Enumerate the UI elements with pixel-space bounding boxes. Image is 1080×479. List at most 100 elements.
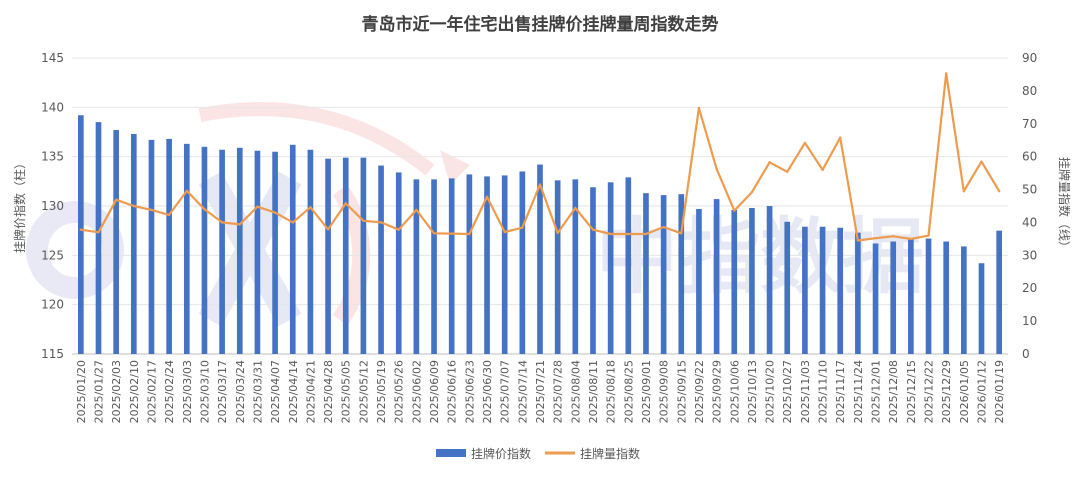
- line-point: [997, 190, 1001, 193]
- line-point: [415, 208, 418, 212]
- x-tick-label: 2025/02/24: [163, 360, 176, 423]
- right-tick-label: 0: [1022, 347, 1030, 361]
- watermark-text: 中指数据: [596, 210, 924, 305]
- line-point: [291, 221, 294, 224]
- x-tick-label: 2025/06/23: [463, 360, 476, 423]
- x-tick-label: 2025/09/01: [640, 360, 653, 423]
- x-tick-label: 2025/09/15: [675, 360, 688, 423]
- x-tick-label: 2025/03/24: [234, 360, 247, 423]
- right-axis-ticks: 0 10 20 30 40 50 60 70 80 90: [1022, 51, 1037, 361]
- x-tick-label: 2025/04/07: [269, 360, 282, 423]
- line-point: [79, 228, 83, 231]
- line-point: [503, 230, 506, 234]
- x-tick-label: 2025/10/13: [746, 360, 759, 423]
- legend-label-bar: 挂牌价指数: [471, 446, 531, 461]
- bar: [819, 226, 826, 354]
- line-point: [962, 190, 966, 193]
- bar: [219, 149, 225, 354]
- bar: [183, 143, 190, 354]
- bar: [660, 195, 667, 354]
- line-point: [909, 237, 913, 241]
- line-point: [680, 232, 683, 235]
- bar: [289, 144, 296, 354]
- line-point: [450, 232, 453, 235]
- line-point: [715, 167, 718, 171]
- line-point: [697, 106, 701, 110]
- line-point: [220, 221, 224, 224]
- bar: [943, 241, 950, 354]
- right-axis-label: 挂牌量指数（线）: [1057, 157, 1072, 253]
- x-tick-label: 2025/06/02: [410, 360, 423, 423]
- x-tick-label: 2025/11/03: [799, 360, 812, 423]
- x-tick-label: 2025/03/31: [251, 360, 264, 423]
- x-tick-label: 2025/05/19: [375, 360, 388, 423]
- bar: [766, 206, 773, 354]
- x-tick-label: 2025/08/04: [569, 360, 582, 423]
- line-point: [167, 213, 171, 217]
- x-tick-label: 2025/07/14: [516, 360, 529, 423]
- line-point: [821, 168, 824, 172]
- bar: [731, 209, 738, 354]
- x-tick-label: 2025/01/27: [93, 360, 106, 423]
- bar: [484, 176, 490, 354]
- line-point: [379, 221, 383, 224]
- line-point: [627, 232, 630, 236]
- x-tick-label: 2025/05/05: [340, 360, 353, 423]
- x-tick-label: 2025/12/15: [905, 360, 918, 423]
- x-tick-label: 2025/04/21: [304, 360, 317, 423]
- right-tick-label: 60: [1022, 150, 1037, 164]
- line-point: [574, 206, 577, 210]
- line-point: [662, 225, 665, 229]
- bar: [360, 157, 367, 354]
- bar: [607, 182, 614, 354]
- x-tick-label: 2025/02/10: [128, 360, 141, 423]
- x-tick-label: 2025/03/03: [181, 360, 194, 423]
- right-tick-label: 80: [1022, 84, 1037, 98]
- line-point: [609, 232, 612, 236]
- left-tick-label: 125: [41, 248, 64, 262]
- x-tick-label: 2025/02/03: [110, 360, 123, 423]
- bar: [448, 178, 455, 354]
- x-tick-label: 2025/12/01: [870, 360, 883, 423]
- bar-series: [78, 115, 1002, 354]
- bar: [342, 157, 349, 354]
- x-tick-label: 2026/01/12: [976, 360, 989, 423]
- x-tick-label: 2025/10/20: [764, 360, 777, 423]
- left-tick-label: 120: [41, 298, 64, 312]
- bar: [201, 146, 208, 354]
- x-tick-label: 2025/01/20: [75, 360, 88, 423]
- bar: [908, 238, 914, 354]
- bar: [272, 151, 278, 354]
- line-point: [839, 136, 842, 139]
- line-point: [432, 232, 436, 235]
- x-tick-label: 2025/06/16: [446, 360, 459, 423]
- x-tick-label: 2026/01/19: [993, 360, 1006, 423]
- right-tick-label: 40: [1022, 215, 1037, 229]
- legend-label-line: 挂牌量指数: [580, 446, 640, 461]
- bar: [925, 238, 932, 354]
- bar: [519, 171, 526, 354]
- x-tick-label: 2025/10/06: [728, 360, 741, 423]
- bar: [855, 232, 861, 354]
- left-tick-label: 115: [41, 347, 64, 361]
- bar: [625, 177, 632, 354]
- x-tick-label: 2025/04/28: [322, 360, 335, 423]
- bar: [978, 263, 985, 354]
- line-point: [874, 237, 877, 240]
- x-tick-label: 2025/07/07: [499, 360, 512, 423]
- line-point: [238, 223, 241, 226]
- chart-title: 青岛市近一年住宅出售挂牌价挂牌量周指数走势: [362, 14, 719, 35]
- bar: [307, 149, 314, 354]
- line-point: [803, 141, 807, 145]
- line-point: [591, 228, 595, 231]
- left-tick-label: 140: [41, 100, 64, 114]
- bar: [590, 187, 596, 354]
- right-tick-label: 20: [1022, 281, 1037, 295]
- bar: [802, 226, 808, 354]
- line-point: [114, 198, 118, 201]
- x-tick-label: 2025/06/09: [428, 360, 441, 423]
- x-tick-label: 2025/05/26: [393, 360, 406, 423]
- right-tick-label: 70: [1022, 117, 1037, 131]
